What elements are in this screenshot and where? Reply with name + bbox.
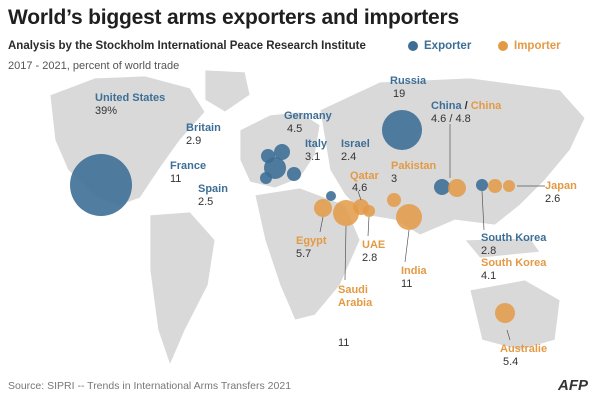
label-south-korea-importer-name: South Korea [481,257,547,269]
label-uae-name: UAE [362,239,386,251]
label-germany-name: Germany [284,110,332,122]
label-france-value: 11 [170,173,182,185]
bubble-russia [382,110,422,150]
chart-subtitle: Analysis by the Stockholm International … [8,40,366,52]
bubble-united-states [70,154,132,216]
label-china-separator: / [461,100,471,112]
bubble-spain [260,172,272,184]
bubble-japan [503,180,515,192]
land-indonesia [464,237,541,259]
bubble-china-exporter [434,179,450,195]
label-germany-value: 4.5 [287,123,303,135]
label-china-exporter-name: China [431,100,462,112]
bubble-south-korea-importer [488,179,502,193]
label-britain-name: Britain [186,122,221,134]
bubble-india [396,204,422,230]
afp-logo: AFP [558,377,588,394]
bubble-egypt [314,199,332,217]
bubble-israel [326,191,336,201]
legend-exporter: Exporter [408,40,471,52]
land-masses [49,70,586,367]
label-japan-name: Japan [545,180,577,192]
legend-exporter-label: Exporter [424,40,472,52]
label-saudi-arabia-value: 11 [338,337,350,349]
label-china-name: China / China [431,100,501,113]
label-qatar-name: Qatar [350,170,379,182]
bubble-saudi-arabia [333,200,359,226]
label-china-value: 4.6 / 4.8 [431,113,471,125]
land-australia [469,279,561,351]
land-africa [254,187,361,321]
label-spain-value: 2.5 [198,196,214,208]
leader-qatar [357,190,362,201]
label-italy-name: Italy [305,138,328,150]
label-south-korea-exporter-value: 2.8 [481,245,497,257]
label-egypt-value: 5.7 [296,248,312,260]
label-italy-value: 3.1 [305,151,321,163]
leader-uae [367,216,370,237]
bubble-china-importer [448,179,466,197]
label-pakistan-value: 3 [391,173,398,185]
label-qatar-value: 4.6 [352,182,368,194]
world-map [49,70,586,367]
label-russia-value: 19 [393,88,406,100]
label-india-value: 11 [401,278,413,290]
leader-south-korea-exporter [481,190,485,231]
exporter-swatch [408,41,418,51]
bubble-south-korea-exporter [476,179,488,191]
land-south-america [149,211,216,367]
leader-egypt [319,216,324,233]
label-south-korea-importer-value: 4.1 [481,270,497,282]
chart-title: World’s biggest arms exporters and impor… [8,6,459,29]
legend-importer: Importer [498,40,561,52]
label-egypt-name: Egypt [296,235,327,247]
leader-australia [506,329,511,341]
source-note: Source: SIPRI -- Trends in International… [8,380,292,392]
chart-period: 2017 - 2021, percent of world trade [8,60,180,72]
bubble-britain [261,149,275,163]
bubble-pakistan [387,193,401,207]
bubble-italy [287,167,301,181]
leader-india [404,229,410,263]
label-uae-value: 2.8 [362,252,378,264]
label-australia-name: Australie [500,343,548,355]
bubble-australia [495,303,515,323]
label-france-name: France [170,160,207,172]
importer-swatch [498,41,508,51]
bubble-germany [274,144,290,160]
chart-bubbles [70,110,515,323]
label-russia-name: Russia [390,75,427,87]
label-india-name: India [401,265,427,277]
land-greenland [204,70,251,113]
label-spain-name: Spain [198,183,228,195]
label-saudi-arabia-name: Saudi Arabia [338,284,373,309]
label-israel-name: Israel [341,138,370,150]
label-japan-value: 2.6 [545,193,561,205]
label-united-states-name: United States [95,92,166,104]
label-south-korea-exporter-name: South Korea [481,232,547,244]
leader-saudi-arabia [344,225,347,281]
legend-importer-label: Importer [514,40,561,52]
label-israel-value: 2.4 [341,151,357,163]
label-pakistan-name: Pakistan [391,160,437,172]
label-china-importer-name: China [470,100,502,112]
label-britain-value: 2.9 [186,135,202,147]
leader-lines [319,124,545,341]
bubble-uae [363,205,375,217]
label-united-states-value: 39% [95,105,118,117]
label-australia-value: 5.4 [503,356,519,368]
